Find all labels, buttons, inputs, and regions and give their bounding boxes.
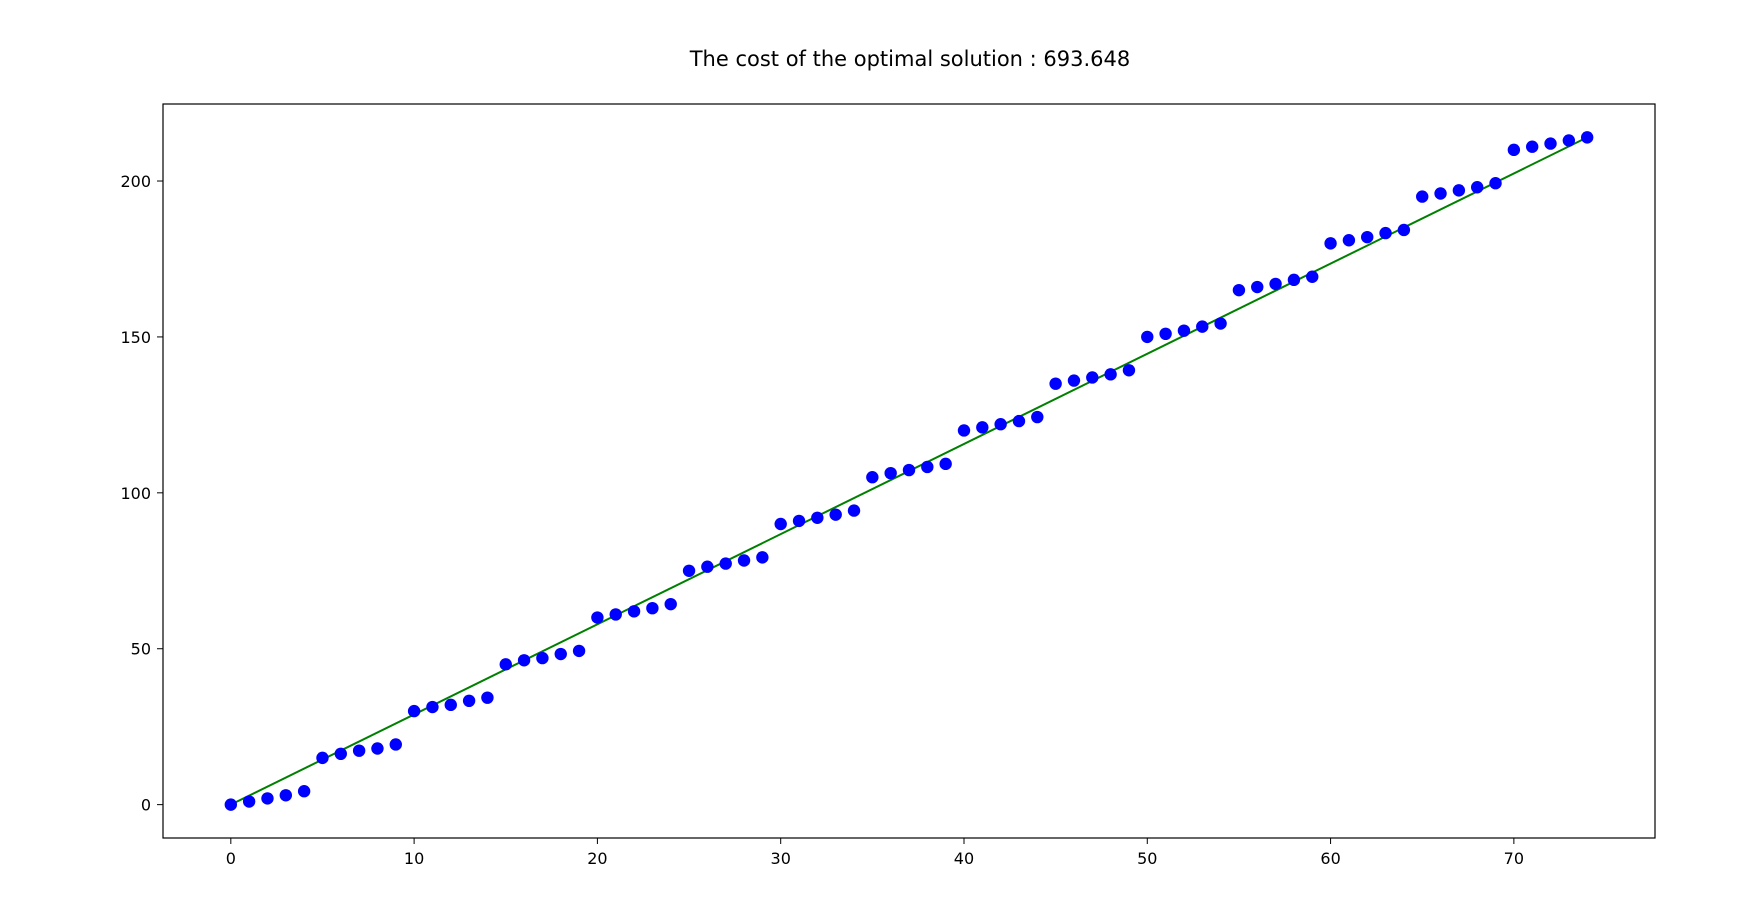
data-point: [316, 751, 329, 765]
chart-title: The cost of the optimal solution : 693.6…: [689, 47, 1131, 71]
data-point: [444, 698, 457, 712]
data-point: [261, 792, 274, 805]
data-point: [517, 654, 531, 667]
data-point: [1580, 131, 1594, 144]
data-point: [1397, 223, 1411, 237]
data-point: [829, 508, 842, 521]
data-point: [499, 658, 512, 671]
data-point: [811, 511, 824, 524]
plot-area: [224, 131, 1594, 811]
x-tick-label: 40: [954, 849, 974, 868]
data-point: [1122, 364, 1136, 377]
data-point: [536, 651, 549, 665]
data-point: [1489, 176, 1502, 190]
data-point: [1177, 324, 1191, 337]
data-point: [352, 744, 366, 757]
data-point: [1251, 280, 1264, 294]
data-point: [756, 551, 769, 564]
y-tick-label: 0: [141, 796, 151, 815]
data-point: [884, 466, 897, 480]
data-point: [976, 421, 989, 434]
data-point: [847, 504, 861, 517]
y-axis: 0 50 100 150 200: [120, 172, 163, 815]
x-tick-label: 0: [226, 849, 236, 868]
data-point: [334, 747, 347, 761]
data-point: [279, 789, 293, 802]
data-point: [242, 795, 256, 808]
data-point: [1544, 137, 1557, 150]
data-point: [1196, 320, 1209, 333]
data-point: [371, 742, 384, 755]
data-point: [1452, 184, 1466, 197]
data-point: [1049, 377, 1062, 390]
x-tick-label: 50: [1137, 849, 1157, 868]
data-point: [1104, 368, 1117, 381]
data-point: [902, 463, 916, 477]
data-point: [1434, 187, 1447, 200]
data-point: [1416, 190, 1429, 203]
data-point: [866, 471, 879, 484]
data-point: [609, 608, 622, 621]
data-point: [572, 644, 586, 658]
data-point: [921, 460, 934, 474]
data-point: [627, 605, 641, 618]
x-tick-label: 10: [404, 849, 424, 868]
x-tick-label: 20: [587, 849, 607, 868]
data-point: [389, 738, 402, 751]
y-tick-label: 100: [120, 484, 151, 503]
data-point: [1214, 317, 1227, 330]
axes-frame: [162, 103, 1656, 839]
data-point: [939, 457, 952, 471]
x-tick-label: 70: [1504, 849, 1524, 868]
data-point: [1379, 226, 1392, 240]
data-point: [1507, 143, 1521, 157]
data-point: [1324, 237, 1337, 250]
data-point: [481, 691, 494, 704]
data-point: [646, 601, 659, 615]
data-point: [719, 557, 732, 570]
y-tick-label: 150: [120, 328, 151, 347]
y-tick-label: 200: [120, 172, 151, 191]
x-tick-label: 60: [1320, 849, 1340, 868]
data-point: [1562, 134, 1576, 147]
data-point: [1342, 234, 1356, 247]
x-axis: 0 10 20 30 40 50 60 70: [226, 838, 1524, 868]
data-point: [1471, 181, 1484, 194]
data-point: [1232, 283, 1246, 297]
data-point: [774, 517, 787, 531]
data-point: [1086, 371, 1099, 384]
data-point: [1306, 270, 1319, 283]
data-point: [224, 798, 238, 811]
data-point: [957, 424, 971, 437]
data-point: [792, 514, 806, 528]
data-point: [554, 647, 567, 661]
data-point: [1141, 330, 1154, 344]
y-tick-label: 50: [131, 640, 151, 659]
data-point: [1269, 277, 1282, 291]
data-point: [1287, 273, 1301, 287]
data-point: [462, 694, 476, 708]
data-point: [664, 597, 677, 611]
data-point: [1525, 140, 1539, 153]
data-point: [1031, 410, 1044, 424]
data-point: [701, 560, 714, 573]
data-point: [1159, 327, 1172, 341]
data-point: [591, 611, 604, 624]
data-point: [1012, 414, 1026, 428]
data-point: [1361, 230, 1374, 244]
data-point: [407, 704, 421, 718]
data-point: [994, 418, 1007, 431]
data-point: [737, 554, 751, 567]
data-point: [426, 700, 439, 714]
data-point: [682, 564, 696, 577]
data-point: [1067, 374, 1081, 387]
data-point: [297, 785, 311, 798]
x-tick-label: 30: [771, 849, 791, 868]
